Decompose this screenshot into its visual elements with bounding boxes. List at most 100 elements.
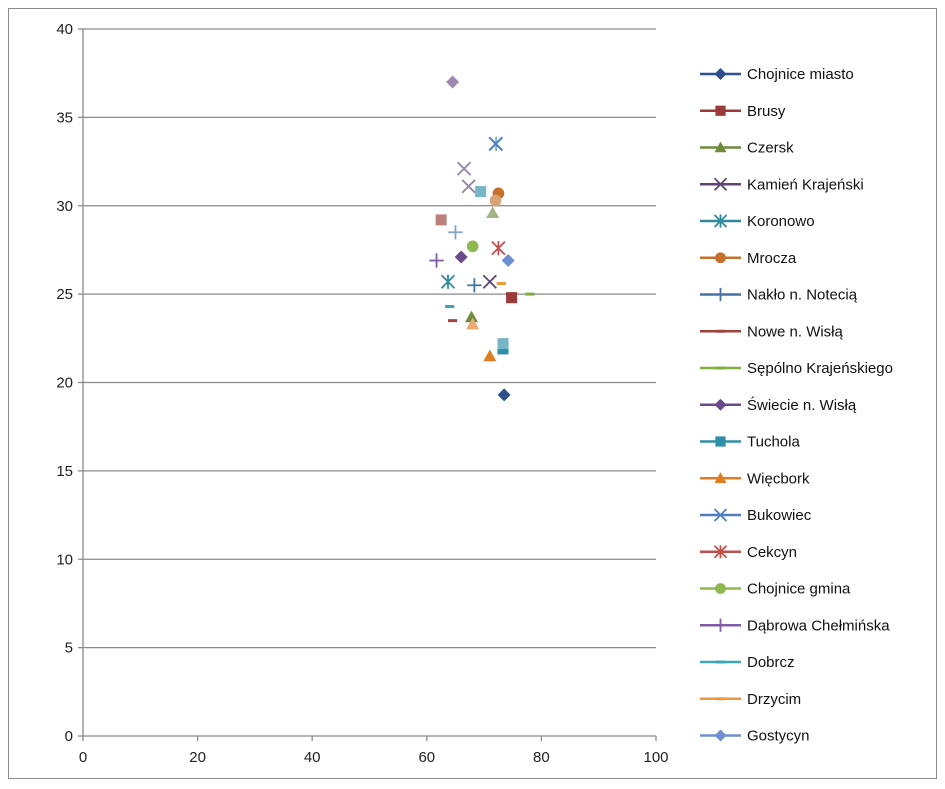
data-point — [497, 338, 509, 350]
x-tick-label: 40 — [304, 749, 321, 766]
marker-stroke — [461, 179, 476, 194]
data-point — [464, 310, 478, 323]
x-tick-label: 60 — [418, 749, 435, 766]
legend-marker — [713, 508, 728, 522]
legend-item: Gostycyn — [700, 728, 810, 745]
data-point — [506, 292, 518, 304]
data-point — [445, 304, 455, 308]
legend-item: Mrocza — [700, 250, 797, 267]
marker-stroke — [488, 136, 503, 152]
legend-label: Czersk — [747, 140, 794, 157]
x-tick-label: 0 — [79, 749, 87, 766]
legend-marker — [715, 436, 726, 447]
legend-marker — [714, 141, 727, 153]
legend-marker — [716, 366, 725, 370]
y-tick-label: 15 — [56, 463, 73, 480]
legend-label: Kamień Krajeński — [747, 176, 864, 193]
legend-label: Dąbrowa Chełmińska — [747, 617, 890, 634]
legend-label: Chojnice miasto — [747, 66, 854, 83]
y-tick-label: 40 — [56, 21, 73, 38]
legend-marker — [715, 105, 726, 116]
data-point — [489, 194, 502, 207]
legend-item: Więcbork — [700, 470, 810, 487]
data-point — [454, 250, 468, 264]
data-point — [429, 253, 444, 268]
legend-item: Dobrcz — [700, 654, 795, 671]
marker-stroke — [713, 508, 728, 522]
data-point — [501, 254, 515, 268]
x-tick-label: 100 — [643, 749, 668, 766]
legend-item: Świecie n. Wisłą — [700, 396, 857, 414]
legend-item: Chojnice gmina — [700, 581, 851, 598]
data-point — [448, 319, 458, 323]
legend-item: Nowe n. Wisłą — [700, 323, 844, 340]
legend: Chojnice miasto Brusy Czersk Kamień Krajeńs… — [700, 66, 893, 745]
legend-label: Cekcyn — [747, 544, 797, 561]
data-point — [483, 349, 497, 362]
data-point — [488, 136, 503, 152]
legend-label: Świecie n. Wisłą — [747, 396, 857, 414]
data-point — [448, 225, 463, 240]
legend-label: Nakło n. Notecią — [747, 287, 858, 304]
legend-marker — [713, 177, 728, 191]
legend-marker — [713, 545, 728, 559]
legend-item: Dąbrowa Chełmińska — [700, 617, 890, 634]
data-point — [456, 161, 472, 176]
marker-stroke — [482, 274, 497, 289]
data-point — [440, 274, 456, 289]
data-point — [467, 278, 482, 293]
legend-marker — [715, 583, 726, 594]
legend-marker — [713, 287, 728, 302]
y-tick-label: 10 — [56, 551, 73, 568]
legend-label: Koronowo — [747, 213, 815, 230]
legend-marker — [714, 472, 727, 484]
legend-item: Brusy — [700, 103, 786, 120]
legend-label: Tuchola — [747, 434, 800, 451]
legend-item: Koronowo — [700, 213, 815, 230]
legend-label: Nowe n. Wisłą — [747, 323, 844, 340]
legend-label: Mrocza — [747, 250, 797, 267]
legend-marker — [716, 660, 725, 664]
data-point — [435, 214, 447, 226]
data-point — [482, 274, 497, 289]
x-tick-label: 20 — [189, 749, 206, 766]
data-point — [475, 186, 487, 198]
legend-marker — [715, 252, 726, 264]
data-point — [466, 317, 480, 330]
legend-item: Drzycim — [700, 691, 801, 708]
legend-label: Gostycyn — [747, 728, 810, 745]
y-tick-label: 5 — [65, 640, 73, 657]
legend-marker — [713, 618, 728, 632]
y-tick-label: 30 — [56, 198, 73, 215]
legend-item: Nakło n. Notecią — [700, 287, 858, 304]
marker-stroke — [713, 177, 728, 191]
data-points — [429, 75, 535, 402]
data-point — [491, 241, 506, 256]
chart-frame — [8, 8, 937, 779]
legend-label: Sępólno Krajeńskiego — [747, 360, 893, 377]
legend-item: Tuchola — [700, 434, 800, 451]
legend-marker — [716, 697, 725, 701]
legend-item: Sępólno Krajeńskiego — [700, 360, 893, 377]
legend-label: Bukowiec — [747, 507, 812, 524]
y-tick-label: 0 — [65, 728, 73, 745]
legend-item: Chojnice miasto — [700, 66, 854, 83]
data-point — [497, 388, 511, 402]
legend-marker — [713, 214, 728, 228]
data-point — [461, 179, 476, 194]
legend-label: Brusy — [747, 103, 786, 120]
data-point — [446, 75, 460, 89]
legend-label: Więcbork — [747, 470, 810, 487]
data-point — [486, 206, 500, 219]
legend-label: Dobrcz — [747, 654, 795, 671]
y-tick-label: 25 — [56, 286, 73, 303]
marker-stroke — [456, 161, 472, 176]
grid-lines — [83, 28, 656, 649]
y-tick-label: 35 — [56, 109, 73, 126]
legend-marker — [714, 729, 727, 742]
legend-label: Chojnice gmina — [747, 581, 851, 598]
y-tick-label: 20 — [56, 375, 73, 392]
axes — [78, 28, 657, 741]
data-point — [525, 292, 535, 296]
